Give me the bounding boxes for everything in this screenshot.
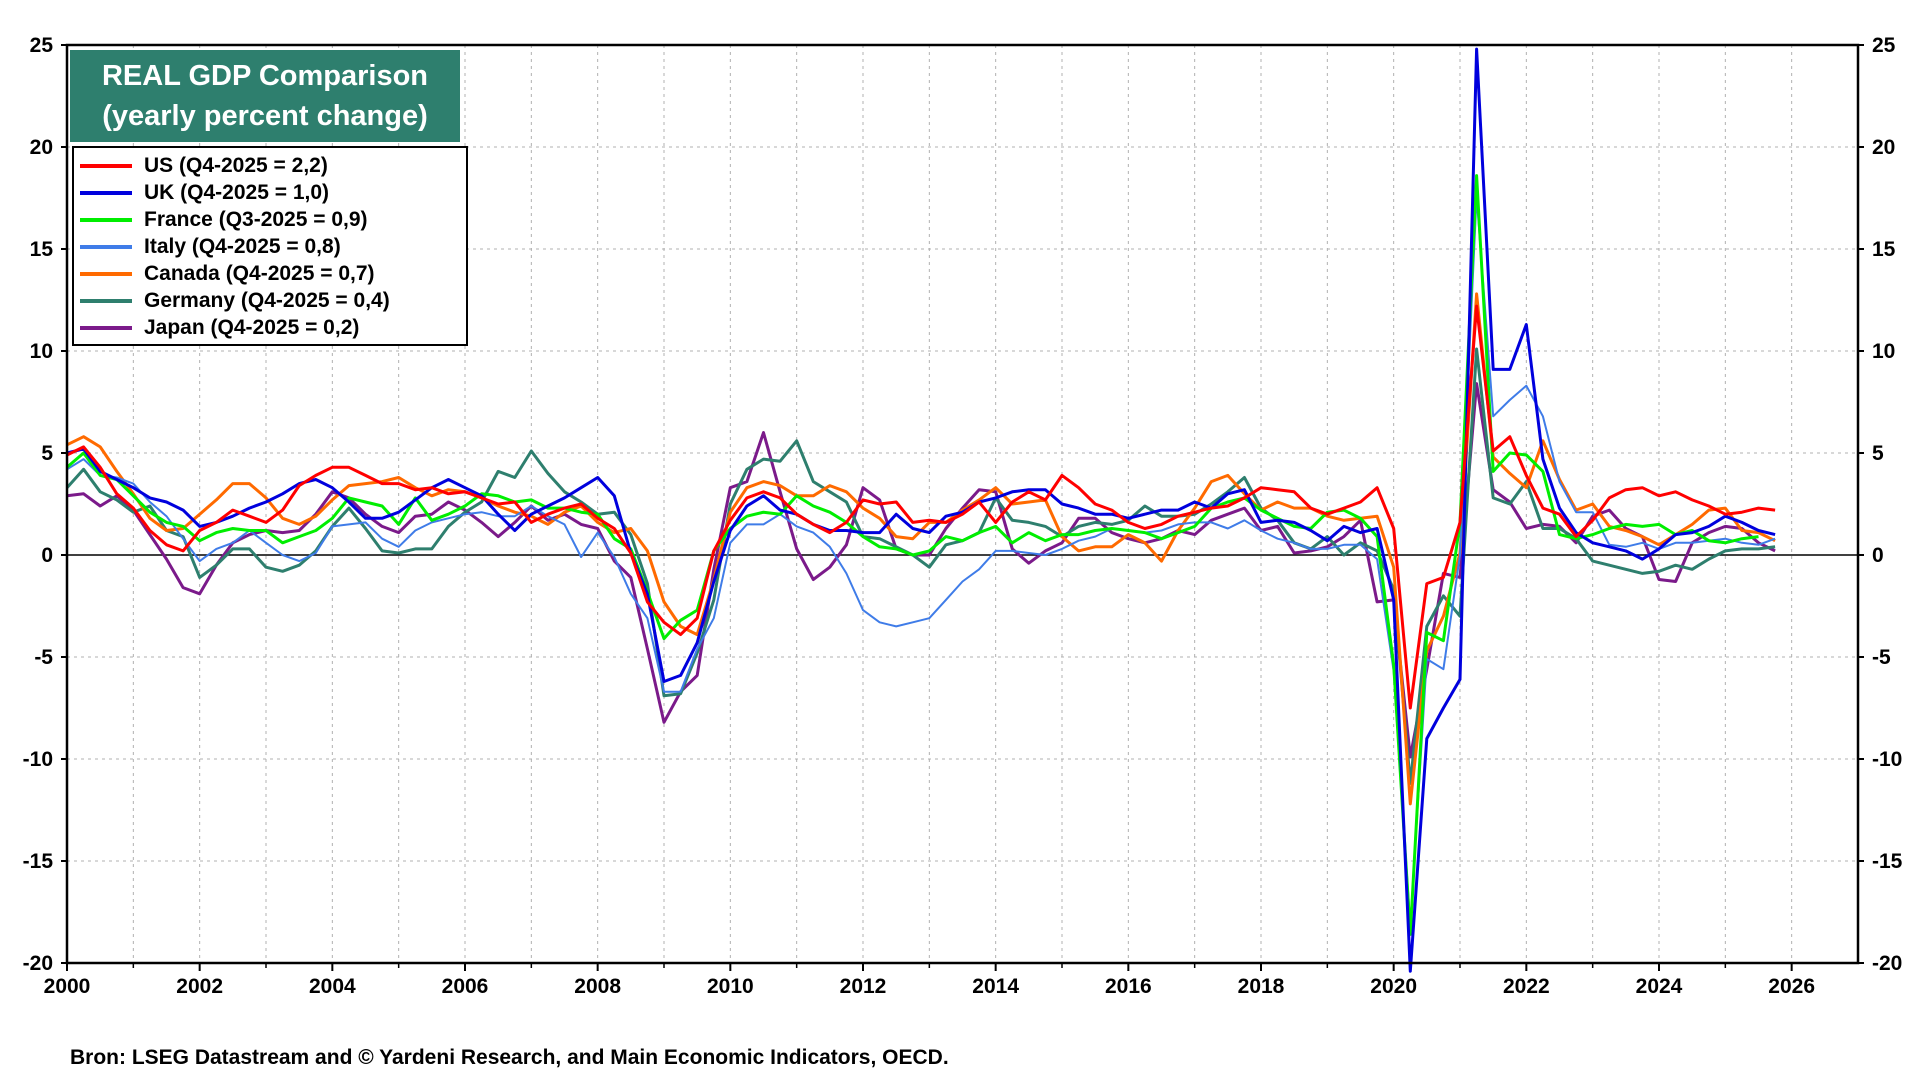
x-tick-label: 2026 xyxy=(1768,975,1815,998)
series-line xyxy=(66,382,1776,759)
y-tick-label-left: -20 xyxy=(23,952,53,975)
legend-item: Italy (Q4-2025 = 0,8) xyxy=(80,233,466,260)
series-line xyxy=(66,47,1776,973)
legend-swatch xyxy=(80,325,132,330)
plot-frame xyxy=(65,43,1860,965)
x-tick-label: 2008 xyxy=(574,975,621,998)
legend-label: Canada (Q4-2025 = 0,7) xyxy=(144,261,375,285)
legend-item: Germany (Q4-2025 = 0,4) xyxy=(80,287,466,314)
x-tick-label: 2000 xyxy=(44,975,91,998)
legend-item: France (Q3-2025 = 0,9) xyxy=(80,206,466,233)
y-tick-label-right: 5 xyxy=(1872,442,1884,465)
legend-item: Canada (Q4-2025 = 0,7) xyxy=(80,260,466,287)
y-tick-label-right: 20 xyxy=(1872,136,1895,159)
legend-swatch xyxy=(80,163,132,168)
chart-subtitle: (yearly percent change) xyxy=(102,100,428,132)
legend-label: Japan (Q4-2025 = 0,2) xyxy=(144,315,360,339)
series-line xyxy=(66,292,1776,806)
grid-layer xyxy=(67,45,1858,963)
legend-label: Germany (Q4-2025 = 0,4) xyxy=(144,288,390,312)
x-tick-label: 2016 xyxy=(1105,975,1152,998)
y-tick-label-left: 20 xyxy=(30,136,53,159)
legend-swatch xyxy=(80,271,132,276)
series-line xyxy=(66,174,1759,936)
series-layer xyxy=(65,47,1776,973)
x-tick-label: 2018 xyxy=(1238,975,1285,998)
y-tick-label-right: -20 xyxy=(1872,952,1902,975)
y-tick-label-left: 25 xyxy=(30,34,54,57)
legend-item: UK (Q4-2025 = 1,0) xyxy=(80,179,466,206)
legend: US (Q4-2025 = 2,2) UK (Q4-2025 = 1,0) Fr… xyxy=(72,146,468,346)
legend-label: US (Q4-2025 = 2,2) xyxy=(144,153,328,177)
y-tick-label-left: -5 xyxy=(34,646,53,669)
legend-item: Japan (Q4-2025 = 0,2) xyxy=(80,314,466,341)
x-tick-label: 2024 xyxy=(1636,975,1683,998)
y-tick-label-right: -5 xyxy=(1872,646,1891,669)
y-tick-label-left: 0 xyxy=(41,544,53,567)
series-line xyxy=(65,347,1776,785)
chart-title-box: REAL GDP Comparison (yearly percent chan… xyxy=(70,50,460,142)
x-tick-label: 2022 xyxy=(1503,975,1550,998)
legend-swatch xyxy=(80,298,132,303)
y-tick-label-right: -15 xyxy=(1872,850,1903,873)
y-tick-label-right: 10 xyxy=(1872,340,1895,363)
legend-swatch xyxy=(80,217,132,222)
series-line xyxy=(66,195,1776,928)
legend-label: UK (Q4-2025 = 1,0) xyxy=(144,180,330,204)
y-tick-label-left: -10 xyxy=(23,748,53,771)
x-tick-label: 2014 xyxy=(972,975,1019,998)
source-note: Bron: LSEG Datastream and © Yardeni Rese… xyxy=(70,1046,949,1069)
series-line xyxy=(66,304,1776,710)
legend-item: US (Q4-2025 = 2,2) xyxy=(80,152,466,179)
y-tick-label-right: -10 xyxy=(1872,748,1902,771)
y-tick-label-left: 15 xyxy=(30,238,54,261)
y-tick-label-left: 10 xyxy=(30,340,53,363)
y-tick-label-right: 0 xyxy=(1872,544,1884,567)
y-tick-label-left: -15 xyxy=(23,850,54,873)
x-tick-label: 2020 xyxy=(1370,975,1417,998)
y-tick-label-right: 25 xyxy=(1872,34,1896,57)
x-tick-label: 2004 xyxy=(309,975,356,998)
x-tick-label: 2006 xyxy=(442,975,489,998)
x-tick-label: 2010 xyxy=(707,975,754,998)
legend-swatch xyxy=(80,244,132,249)
x-tick-label: 2012 xyxy=(840,975,887,998)
y-tick-label-right: 15 xyxy=(1872,238,1896,261)
legend-swatch xyxy=(80,190,132,195)
y-tick-label-left: 5 xyxy=(41,442,53,465)
chart-title: REAL GDP Comparison xyxy=(101,60,429,92)
legend-label: Italy (Q4-2025 = 0,8) xyxy=(144,234,341,258)
legend-label: France (Q3-2025 = 0,9) xyxy=(144,207,368,231)
x-tick-label: 2002 xyxy=(176,975,223,998)
